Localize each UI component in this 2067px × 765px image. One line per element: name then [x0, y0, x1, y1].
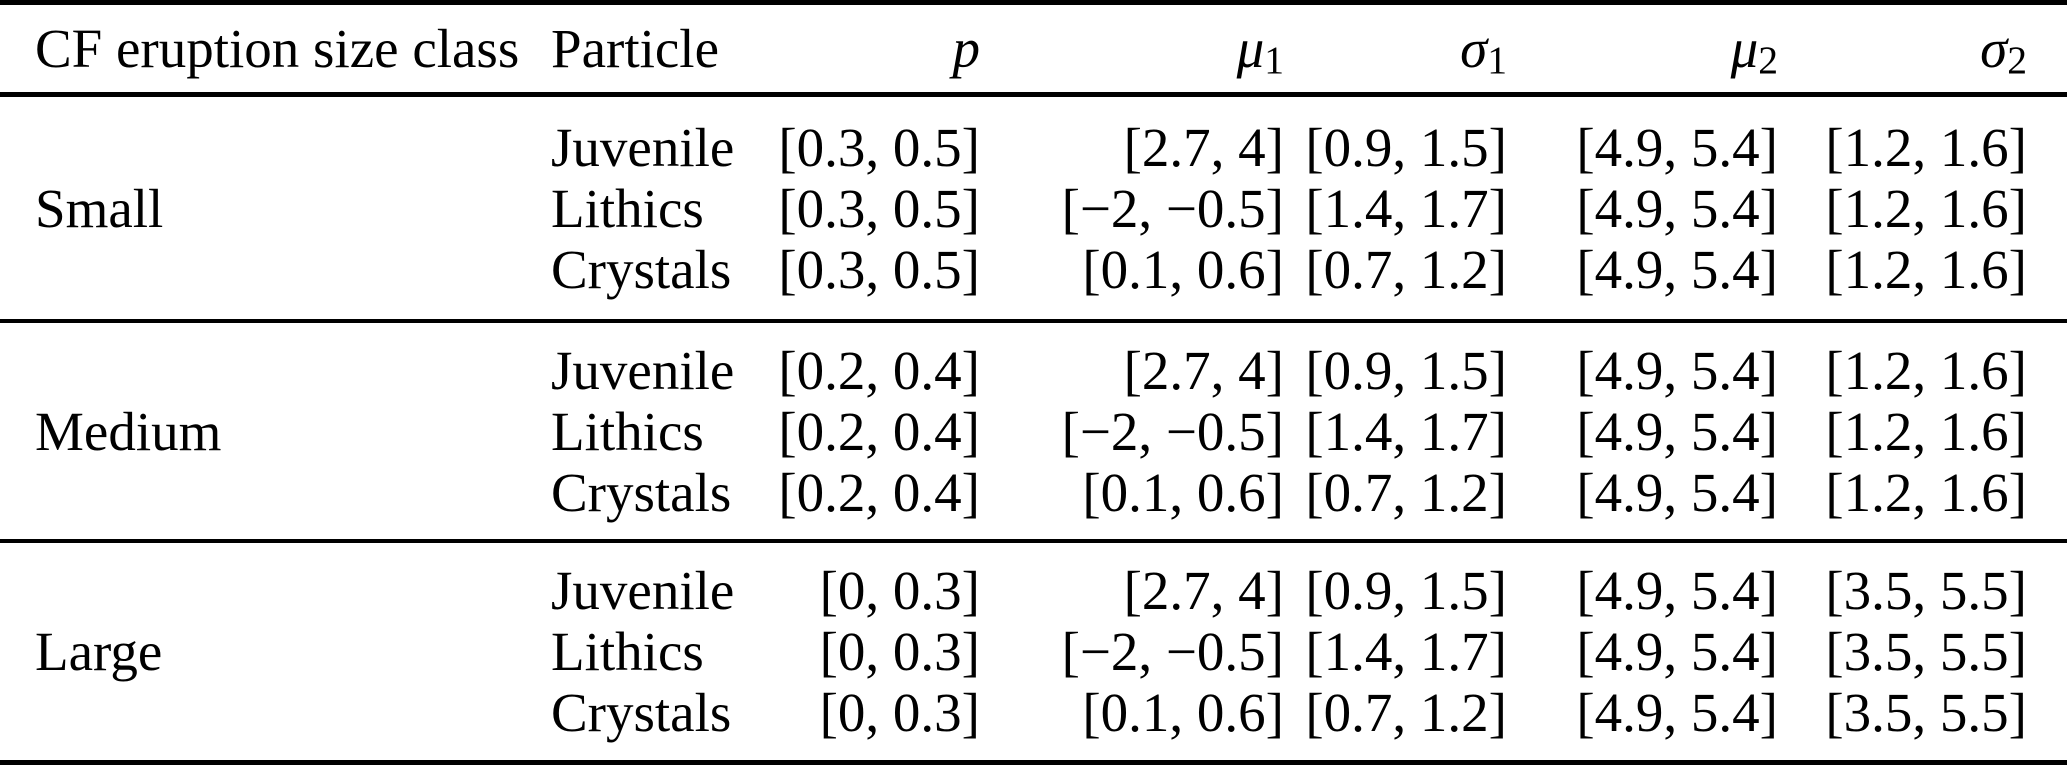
cell-mu1: [0.1, 0.6]	[1082, 238, 1284, 300]
cell-sigma2: [1.2, 1.6]	[1825, 461, 2027, 523]
cell-sigma1: [1.4, 1.7]	[1305, 177, 1507, 239]
cell-sigma1: [0.7, 1.2]	[1305, 238, 1507, 300]
cell-mu2: [4.9, 5.4]	[1576, 682, 1778, 743]
mu2-subscript: 2	[1758, 38, 1778, 83]
particle-label: Lithics	[551, 400, 704, 462]
cell-sigma2: [1.2, 1.6]	[1825, 177, 2027, 239]
table-header-row: CF eruption size class Particle p μ1 σ1 …	[0, 5, 2067, 92]
particle-label: Juvenile	[551, 339, 735, 401]
cell-mu2: [4.9, 5.4]	[1576, 621, 1778, 682]
mu1-subscript: 1	[1264, 38, 1284, 83]
mu2-symbol: μ	[1730, 18, 1759, 79]
cell-sigma1: [0.9, 1.5]	[1305, 116, 1507, 178]
particle-label: Lithics	[551, 177, 704, 239]
header-mu2: μ2	[1507, 5, 1778, 92]
header-p: p	[770, 5, 981, 92]
cell-mu1: [0.1, 0.6]	[1082, 682, 1284, 743]
sigma1-subscript: 1	[1487, 38, 1507, 83]
cell-sigma1: [1.4, 1.7]	[1305, 621, 1507, 682]
cell-sigma2: [1.2, 1.6]	[1825, 238, 2027, 300]
cell-p: [0.2, 0.4]	[778, 461, 980, 523]
cell-mu1: [−2, −0.5]	[1061, 177, 1284, 239]
cell-sigma2: [1.2, 1.6]	[1825, 116, 2027, 178]
cell-mu1: [2.7, 4]	[1123, 339, 1284, 401]
cell-sigma1: [0.9, 1.5]	[1305, 339, 1507, 401]
particle-label: Crystals	[551, 238, 732, 300]
top-rule	[0, 0, 2067, 5]
group-small: Small Juvenile [0.3, 0.5] [2.7, 4] [0.9,…	[0, 97, 2067, 319]
cell-mu1: [0.1, 0.6]	[1082, 461, 1284, 523]
cell-p: [0, 0.3]	[819, 560, 980, 621]
cell-mu2: [4.9, 5.4]	[1576, 461, 1778, 523]
header-rule	[0, 92, 2067, 97]
bottom-rule	[0, 760, 2067, 765]
particle-label: Crystals	[551, 461, 732, 523]
header-sigma2: σ2	[1778, 5, 2027, 92]
cell-p: [0, 0.3]	[819, 682, 980, 743]
mu1-symbol: μ	[1236, 18, 1265, 79]
cell-mu2: [4.9, 5.4]	[1576, 400, 1778, 462]
cell-mu1: [−2, −0.5]	[1061, 621, 1284, 682]
cell-mu2: [4.9, 5.4]	[1576, 116, 1778, 178]
cell-sigma1: [0.7, 1.2]	[1305, 682, 1507, 743]
cell-sigma2: [1.2, 1.6]	[1825, 339, 2027, 401]
cell-mu1: [2.7, 4]	[1123, 560, 1284, 621]
cell-mu1: [−2, −0.5]	[1061, 400, 1284, 462]
cell-sigma1: [1.4, 1.7]	[1305, 400, 1507, 462]
header-particle: Particle	[551, 18, 719, 79]
size-class-label: Large	[35, 621, 163, 682]
header-sigma1: σ1	[1284, 5, 1507, 92]
cell-sigma1: [0.9, 1.5]	[1305, 560, 1507, 621]
cell-sigma2: [3.5, 5.5]	[1825, 621, 2027, 682]
group-large: Large Juvenile [0, 0.3] [2.7, 4] [0.9, 1…	[0, 543, 2067, 760]
particle-label: Lithics	[551, 621, 704, 682]
size-class-label: Medium	[35, 400, 222, 462]
size-class-label: Small	[35, 177, 164, 239]
cell-sigma1: [0.7, 1.2]	[1305, 461, 1507, 523]
cell-p: [0.3, 0.5]	[778, 238, 980, 300]
particle-label: Juvenile	[551, 560, 735, 621]
cell-mu1: [2.7, 4]	[1123, 116, 1284, 178]
particle-label: Juvenile	[551, 116, 735, 178]
cell-sigma2: [3.5, 5.5]	[1825, 682, 2027, 743]
group-divider	[0, 539, 2067, 543]
sigma1-symbol: σ	[1460, 18, 1488, 79]
group-medium: Medium Juvenile [0.2, 0.4] [2.7, 4] [0.9…	[0, 323, 2067, 539]
sigma2-symbol: σ	[1980, 18, 2008, 79]
cell-mu2: [4.9, 5.4]	[1576, 560, 1778, 621]
header-size-class: CF eruption size class	[35, 18, 520, 79]
header-mu1: μ1	[980, 5, 1284, 92]
particle-label: Crystals	[551, 682, 732, 743]
cell-mu2: [4.9, 5.4]	[1576, 238, 1778, 300]
cell-p: [0.2, 0.4]	[778, 400, 980, 462]
cell-mu2: [4.9, 5.4]	[1576, 177, 1778, 239]
p-symbol: p	[952, 18, 981, 79]
cell-mu2: [4.9, 5.4]	[1576, 339, 1778, 401]
cell-p: [0.3, 0.5]	[778, 116, 980, 178]
cell-p: [0.2, 0.4]	[778, 339, 980, 401]
sigma2-subscript: 2	[2007, 38, 2027, 83]
cell-sigma2: [1.2, 1.6]	[1825, 400, 2027, 462]
cell-sigma2: [3.5, 5.5]	[1825, 560, 2027, 621]
cell-p: [0, 0.3]	[819, 621, 980, 682]
cell-p: [0.3, 0.5]	[778, 177, 980, 239]
group-divider	[0, 319, 2067, 323]
